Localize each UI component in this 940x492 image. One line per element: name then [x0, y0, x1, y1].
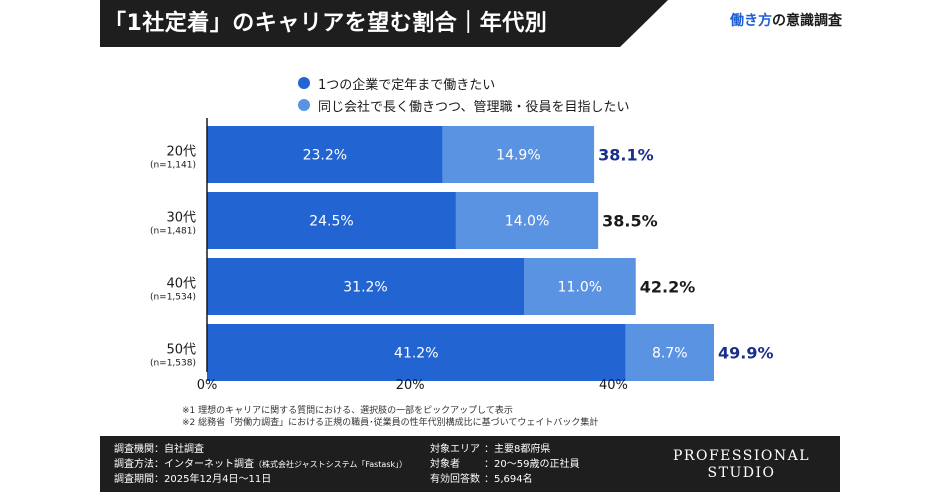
survey-org-value: ：自社調査 [154, 444, 204, 455]
bar-segment [442, 126, 595, 183]
survey-method-value: ：インターネット調査 [154, 459, 254, 470]
footnote-2: ※2 総務省「労働力調査」における正規の職員･従業員の性年代別構成比に基づいてウ… [182, 418, 599, 428]
survey-method-key: 調査方法 [114, 459, 154, 470]
title-bar: 「1社定着」のキャリアを望む割合｜年代別 [0, 0, 668, 47]
category-sample-size: (n=1,538) [150, 359, 196, 369]
survey-info-left: 調査機関 ：自社調査 調査方法 ：インターネット調査 （株式会社ジャストシステム… [114, 442, 407, 487]
survey-period-key: 調査期間 [114, 474, 154, 485]
bar-segment [207, 126, 443, 183]
data-label: 24.5% [309, 214, 353, 230]
brand-logo: PROFESSIONAL STUDIO [673, 448, 810, 482]
category-label: 40代 [166, 277, 196, 292]
bar-segment [455, 192, 599, 249]
survey-info-footer: 調査機関 ：自社調査 調査方法 ：インターネット調査 （株式会社ジャストシステム… [100, 436, 840, 492]
bar-segment [625, 324, 714, 381]
category-label: 20代 [166, 145, 196, 160]
data-label: 14.9% [496, 148, 540, 164]
brand-line-1: PROFESSIONAL [673, 448, 810, 464]
survey-area-key: 対象エリア [430, 444, 480, 455]
title-bar-background [100, 0, 668, 47]
data-label: 23.2% [303, 148, 347, 164]
x-tick-label: 40% [599, 378, 628, 393]
survey-target-value: ：20〜59歳の正社員 [484, 459, 580, 470]
total-label: 38.5% [602, 212, 658, 231]
data-label: 8.7% [652, 346, 688, 362]
survey-tag-accent: 働き方 [730, 13, 772, 29]
survey-target-row: 対象者 ：20〜59歳の正社員 [430, 457, 579, 472]
legend-label-series-2: 同じ会社で長く働きつつ、管理職・役員を目指したい [318, 99, 630, 115]
survey-area-row: 対象エリア ：主要8都府県 [430, 442, 579, 457]
survey-responses-value: ：5,694名 [484, 474, 533, 485]
survey-responses-row: 有効回答数 ：5,694名 [430, 472, 579, 487]
legend-swatch-series-2 [298, 99, 310, 111]
total-label: 49.9% [718, 344, 774, 363]
survey-tag: 働き方の意識調査 [730, 10, 842, 30]
data-label: 11.0% [558, 280, 602, 296]
bar-segment [523, 258, 636, 315]
bar-segment [207, 258, 524, 315]
survey-info-right: 対象エリア ：主要8都府県 対象者 ：20〜59歳の正社員 有効回答数 ：5,6… [430, 442, 579, 487]
data-label: 14.0% [505, 214, 549, 230]
total-label: 38.1% [598, 146, 654, 165]
legend-label-series-1: 1つの企業で定年まで働きたい [318, 77, 496, 93]
stacked-bar-chart: 23.2% 14.9% 38.1% 20代(n=1,141) 24.5% 14.0% 38.… [150, 118, 774, 393]
category-label: 30代 [166, 211, 196, 226]
x-tick-label: 0% [197, 378, 218, 393]
total-label: 42.2% [640, 278, 696, 297]
data-label: 31.2% [343, 280, 387, 296]
survey-responses-key: 有効回答数 [430, 474, 480, 485]
category-sample-size: (n=1,141) [150, 161, 196, 171]
survey-tag-rest: の意識調査 [772, 13, 842, 29]
brand-line-2: STUDIO [707, 465, 776, 481]
survey-target-key: 対象者 [430, 459, 460, 470]
survey-org-row: 調査機関 ：自社調査 [114, 442, 407, 457]
footnote-1: ※1 理想のキャリアに関する質問における、選択肢の一部をピックアップして表示 [182, 406, 513, 416]
page-title: 「1社定着」のキャリアを望む割合｜年代別 [104, 11, 548, 36]
category-sample-size: (n=1,534) [150, 293, 196, 303]
survey-method-row: 調査方法 ：インターネット調査 （株式会社ジャストシステム「Fastask」） [114, 457, 407, 472]
x-tick-label: 20% [396, 378, 425, 393]
data-label: 41.2% [394, 346, 438, 362]
legend-swatch-series-1 [298, 77, 310, 89]
category-label: 50代 [166, 343, 196, 358]
survey-method-extra: （株式会社ジャストシステム「Fastask」） [254, 460, 408, 469]
survey-area-value: ：主要8都府県 [484, 444, 551, 455]
legend-item-series-1: 1つの企業で定年まで働きたい [298, 72, 629, 94]
bar-segment [207, 192, 456, 249]
bar-segment [207, 324, 626, 381]
category-sample-size: (n=1,481) [150, 227, 196, 237]
survey-period-value: ：2025年12月4日〜11日 [154, 474, 272, 485]
legend-item-series-2: 同じ会社で長く働きつつ、管理職・役員を目指したい [298, 94, 629, 116]
survey-period-row: 調査期間 ：2025年12月4日〜11日 [114, 472, 407, 487]
footnotes: ※1 理想のキャリアに関する質問における、選択肢の一部をピックアップして表示 ※… [182, 405, 598, 429]
survey-org-key: 調査機関 [114, 444, 154, 455]
chart-legend: 1つの企業で定年まで働きたい 同じ会社で長く働きつつ、管理職・役員を目指したい [298, 72, 629, 116]
